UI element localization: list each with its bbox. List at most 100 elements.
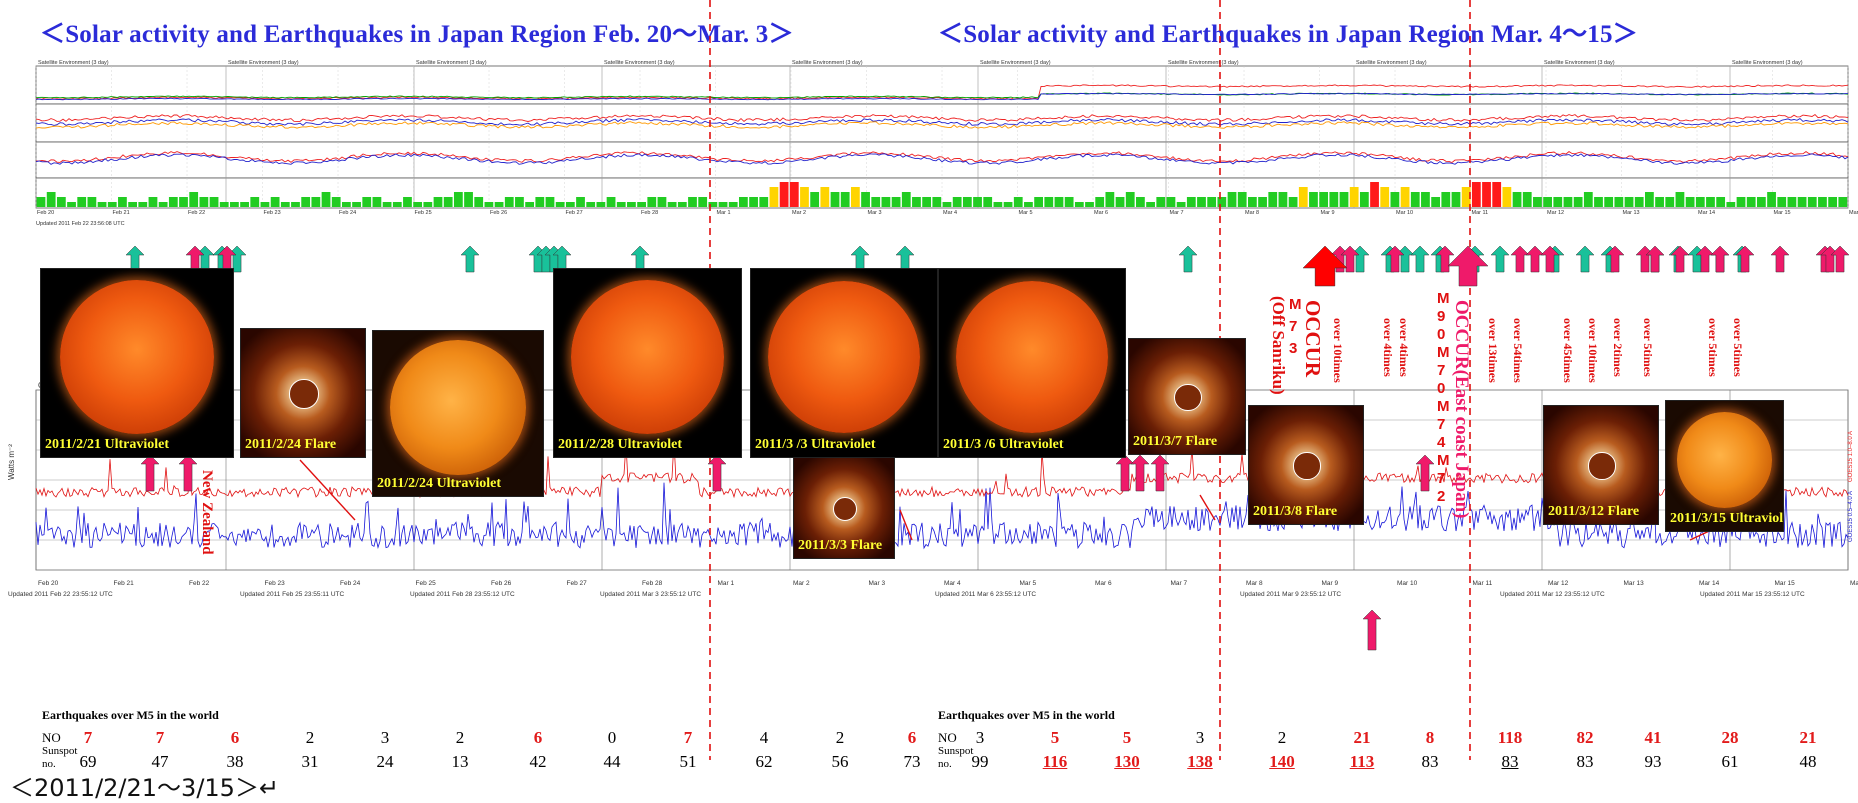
kp-bar-107	[1125, 192, 1135, 207]
pink-arrow-march10	[1362, 609, 1382, 651]
kp-bar-149	[1553, 197, 1563, 207]
kp-bar-112	[1176, 202, 1186, 207]
eq-count-16: 2	[1277, 728, 1287, 747]
hp-red	[36, 151, 1849, 164]
kp-bar-109	[1146, 202, 1155, 207]
kp-bar-27	[311, 197, 321, 207]
env-date-22: Mar 14	[1698, 210, 1715, 216]
kp-bar-89	[942, 202, 952, 207]
kp-bar-167	[1736, 197, 1746, 207]
kp-bar-49	[535, 197, 545, 207]
kp-bar-153	[1594, 197, 1603, 207]
pink-arrow-top-4	[1385, 245, 1405, 273]
pink-arrow-top-5	[1435, 245, 1455, 273]
pink-arrow-bottom-1	[178, 454, 198, 492]
sunspot-label-left: Sunspot	[42, 745, 78, 757]
sunspot-count-0: 69	[79, 752, 97, 771]
kp-bar-24	[280, 202, 290, 207]
sunspot-count-16: 140	[1269, 752, 1295, 771]
flare-pointer-2	[1199, 494, 1216, 521]
xray-updated-1: Updated 2011 Mar 3 23:55:12 UTC	[600, 591, 701, 598]
label-over-7: over 2times	[1611, 318, 1625, 377]
m90-digit-1: 9	[1437, 308, 1446, 325]
xray-date-12: Mar 4	[944, 580, 961, 587]
label-over-3: over 13times	[1486, 318, 1500, 383]
eq-count-14: 5	[1122, 728, 1132, 747]
kp-bar-37	[413, 202, 423, 207]
sunspot-count-1: 47	[151, 752, 169, 771]
kp-bar-148	[1543, 197, 1552, 207]
photo-caption: 2011/3 /6 Ultraviolet	[943, 437, 1064, 452]
sunspot-count-21: 93	[1644, 752, 1662, 771]
footer-date-range: ＜2011/2/21～3/15＞↵	[10, 774, 280, 802]
kp-bar-115	[1207, 197, 1217, 207]
kp-bar-77	[820, 187, 830, 207]
kp-bar-50	[545, 197, 555, 207]
photo-caption: 2011/2/21 Ultraviolet	[45, 437, 170, 452]
kp-bar-65	[698, 197, 708, 207]
pink-arrow-top-19	[1830, 245, 1850, 273]
kp-bar-140	[1461, 187, 1471, 207]
eq-count-12: 3	[975, 728, 985, 747]
env-date-21: Mar 13	[1623, 210, 1640, 216]
kp-bar-11	[148, 197, 158, 207]
kp-bar-34	[382, 202, 392, 207]
xray-date-21: Mar 13	[1624, 580, 1645, 587]
env-header-0: Satellite Environment (3 day)	[38, 60, 109, 66]
kp-bar-4	[77, 197, 87, 207]
electron-orange	[35, 121, 1849, 129]
env-date-2: Feb 22	[188, 210, 205, 216]
label-over-0: over 10times	[1331, 318, 1345, 383]
xray-date-18: Mar 10	[1397, 580, 1418, 587]
xray-date-24: Mar 16	[1850, 580, 1858, 587]
kp-bar-81	[861, 192, 870, 207]
kp-bar-145	[1512, 192, 1522, 207]
kp-bar-125	[1309, 192, 1318, 207]
photo-9: 2011/3/12 Flare	[1543, 405, 1659, 525]
kp-bar-131	[1370, 182, 1379, 207]
xray-ylabel: Watts m⁻²	[7, 444, 16, 480]
m90-digit-3: M	[1437, 344, 1450, 361]
sun-disc	[570, 280, 725, 434]
kp-bar-48	[525, 202, 535, 207]
teal-arrow-16	[1410, 245, 1430, 273]
kp-bar-17	[209, 197, 219, 207]
sun-disc	[59, 279, 215, 435]
kp-bar-36	[403, 197, 412, 207]
occulter-disc	[289, 379, 319, 409]
kp-bar-127	[1329, 192, 1339, 207]
pink-arrow-top-16	[1770, 245, 1790, 273]
kp-bar-129	[1349, 187, 1359, 207]
kp-bar-118	[1237, 192, 1247, 207]
eq-count-5: 2	[455, 728, 465, 747]
kp-bar-22	[260, 202, 270, 207]
kp-bar-69	[739, 197, 748, 207]
kp-bar-139	[1451, 192, 1461, 207]
eq-count-23: 21	[1799, 728, 1817, 747]
xray-updated-3: Updated 2011 Mar 12 23:55:12 UTC	[1500, 591, 1605, 598]
kp-bar-14	[179, 197, 188, 207]
kp-bar-19	[230, 202, 239, 207]
kp-bar-55	[596, 202, 606, 207]
m90-digit-6: M	[1437, 398, 1450, 415]
kp-bar-150	[1563, 197, 1573, 207]
eq-count-0: 7	[83, 728, 93, 747]
xray-date-0: Feb 20	[38, 580, 59, 587]
occulter-disc	[1588, 452, 1616, 480]
kp-bar-28	[321, 192, 331, 207]
kp-bar-177	[1838, 197, 1848, 207]
xray-date-14: Mar 6	[1095, 580, 1112, 587]
env-header-5: Satellite Environment (3 day)	[980, 60, 1051, 66]
xray-date-6: Feb 26	[491, 580, 512, 587]
kp-bar-128	[1339, 192, 1349, 207]
env-header-7: Satellite Environment (3 day)	[1356, 60, 1427, 66]
kp-bar-159	[1655, 197, 1664, 207]
kp-bar-84	[891, 197, 901, 207]
sunspot-count-19: 83	[1501, 752, 1519, 771]
env-updated: Updated 2011 Feb 22 23:56:08 UTC	[36, 221, 125, 227]
kp-bar-91	[962, 197, 972, 207]
env-date-3: Feb 23	[264, 210, 281, 216]
kp-bar-173	[1797, 197, 1807, 207]
electron-red	[35, 114, 1849, 122]
kp-bar-135	[1410, 192, 1420, 207]
